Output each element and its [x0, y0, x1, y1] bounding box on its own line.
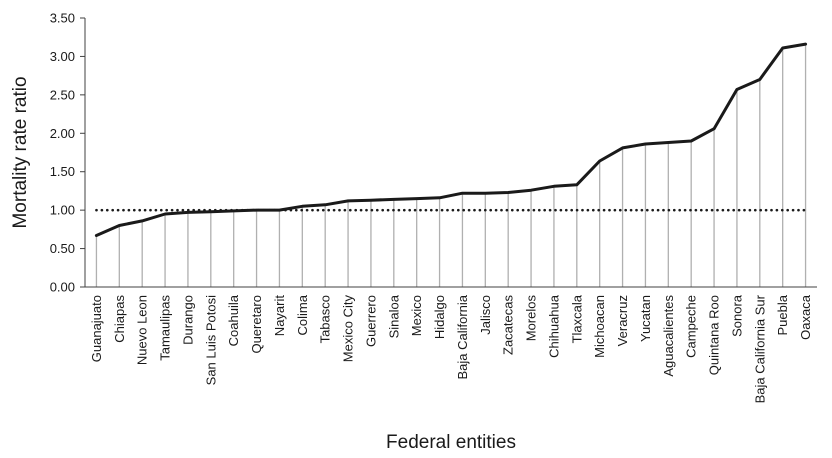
y-tick-label: 1.00	[50, 203, 75, 218]
x-tick-label: Campeche	[684, 295, 699, 358]
y-tick-label: 3.50	[50, 11, 75, 26]
x-tick-label: Veracruz	[615, 295, 630, 346]
y-tick-label: 0.00	[50, 280, 75, 295]
x-tick-label: Nayarit	[272, 295, 287, 337]
x-tick-label: Guanajuato	[89, 295, 104, 362]
x-tick-label: Chiapas	[112, 295, 127, 343]
x-tick-label: Tabasco	[318, 295, 333, 343]
x-tick-label: San Luis Potosi	[203, 295, 218, 385]
x-tick-label: Durango	[180, 295, 195, 345]
x-tick-label: Guerrero	[363, 295, 378, 347]
drop-lines	[95, 44, 807, 287]
x-tick-label: Zacatecas	[501, 295, 516, 355]
x-tick-label: Nuevo Leon	[135, 295, 150, 365]
y-tick-label: 1.50	[50, 164, 75, 179]
x-tick-label: Baja California Sur	[752, 294, 767, 403]
y-tick-label: 2.00	[50, 126, 75, 141]
x-tick-label: Sinaloa	[386, 294, 401, 338]
x-tick-label: Puebla	[775, 294, 790, 335]
series-line	[94, 42, 808, 237]
x-tick-label: Queretaro	[249, 295, 264, 354]
x-tick-label: Morelos	[524, 295, 539, 342]
x-tick-label: Oaxaca	[798, 294, 813, 340]
x-tick-label: Sonora	[729, 294, 744, 337]
x-tick-label: Colima	[295, 294, 310, 335]
y-tick-labels: 0.00 0.50 1.00 1.50 2.00 2.50 3.00 3.50	[50, 11, 85, 295]
y-tick-label: 3.00	[50, 49, 75, 64]
x-tick-label: Tamaulipas	[158, 295, 173, 361]
x-tick-label: Coahuila	[226, 294, 241, 346]
x-tick-label: Aguacalientes	[661, 295, 676, 377]
axes	[84, 18, 817, 288]
x-axis-title: Federal entities	[386, 432, 516, 453]
x-tick-label: Michoacan	[592, 295, 607, 358]
y-axis-title: Mortality rate ratio	[10, 76, 31, 228]
y-tick-label: 0.50	[50, 241, 75, 256]
x-tick-label: Mexico	[409, 295, 424, 336]
x-tick-label: Baja California	[455, 294, 470, 379]
x-tick-label: Hidalgo	[432, 295, 447, 339]
x-tick-label: Chihuahua	[546, 294, 561, 358]
x-tick-label: Yucatan	[638, 295, 653, 342]
y-tick-label: 2.50	[50, 87, 75, 102]
x-tick-label: Quintana Roo	[707, 295, 722, 375]
x-tick-label: Tlaxcala	[569, 294, 584, 343]
x-tick-labels: Guanajuato Chiapas Nuevo Leon Tamaulipas Dur…	[89, 294, 813, 403]
x-tick-label: Jalisco	[478, 295, 493, 335]
x-tick-label: Mexico City	[341, 295, 356, 363]
